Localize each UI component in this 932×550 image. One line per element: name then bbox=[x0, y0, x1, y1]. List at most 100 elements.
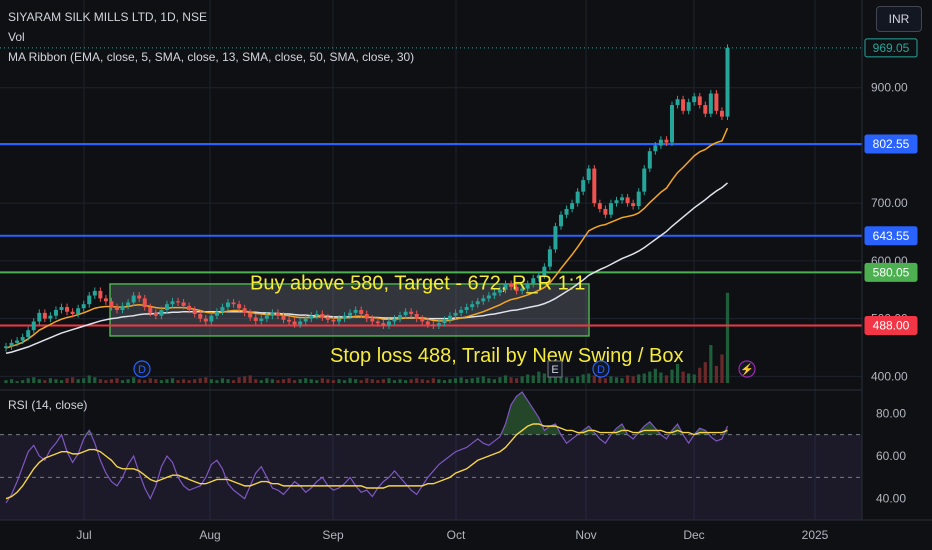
candle bbox=[708, 93, 713, 114]
candle bbox=[331, 319, 336, 322]
candle bbox=[359, 309, 364, 314]
volume-bar bbox=[259, 380, 263, 383]
volume-bar bbox=[98, 379, 102, 383]
candle bbox=[325, 317, 330, 320]
volume-bar bbox=[470, 378, 474, 383]
volume-bar bbox=[137, 379, 141, 383]
candle bbox=[137, 295, 142, 299]
candle bbox=[237, 304, 242, 309]
candle bbox=[275, 312, 280, 316]
volume-bar bbox=[298, 379, 302, 383]
candle bbox=[531, 278, 536, 284]
volume-bar bbox=[503, 375, 508, 383]
volume-bar bbox=[420, 379, 424, 383]
candle bbox=[681, 99, 686, 111]
candle bbox=[503, 283, 508, 290]
candle bbox=[298, 321, 303, 325]
candle bbox=[115, 307, 119, 310]
volume-bar bbox=[448, 379, 452, 383]
candle bbox=[292, 321, 297, 325]
candle bbox=[481, 298, 486, 302]
volume-bar bbox=[531, 375, 535, 383]
currency-button[interactable]: INR bbox=[876, 6, 922, 32]
volume-bar bbox=[398, 379, 402, 383]
candle bbox=[420, 318, 425, 322]
volume-bar bbox=[4, 380, 8, 383]
candle bbox=[270, 312, 275, 316]
event-marker bbox=[133, 360, 151, 378]
volume-bar bbox=[542, 373, 546, 383]
volume-bar bbox=[592, 375, 596, 383]
volume-bar bbox=[498, 377, 502, 383]
volume-bar bbox=[681, 371, 685, 383]
volume-bar bbox=[71, 377, 75, 383]
rsi-tick-label: 80.00 bbox=[876, 406, 906, 420]
candle bbox=[542, 266, 547, 276]
candle bbox=[575, 191, 580, 204]
candle bbox=[425, 321, 430, 325]
candle bbox=[608, 203, 613, 215]
volume-bar bbox=[32, 377, 36, 383]
volume-bar bbox=[281, 379, 286, 383]
candle bbox=[148, 307, 153, 313]
volume-bar bbox=[614, 377, 619, 383]
candle bbox=[131, 295, 136, 303]
volume-bar bbox=[198, 378, 202, 383]
volume-bar bbox=[120, 380, 125, 383]
candle bbox=[581, 180, 586, 192]
candle bbox=[525, 283, 530, 289]
price-label-text: 580.05 bbox=[873, 265, 910, 279]
volume-bar bbox=[487, 378, 491, 383]
volume-bar bbox=[415, 378, 419, 383]
volume-bar bbox=[564, 377, 569, 383]
volume-bar bbox=[276, 380, 280, 383]
volume-bar bbox=[365, 378, 369, 383]
volume-bar bbox=[87, 375, 91, 383]
candle bbox=[486, 295, 491, 299]
candle bbox=[620, 197, 625, 201]
candle bbox=[653, 145, 658, 152]
candle bbox=[375, 321, 380, 324]
volume-bar bbox=[675, 364, 680, 383]
volume-bar bbox=[637, 374, 641, 383]
volume-bar bbox=[609, 376, 613, 383]
candle bbox=[520, 288, 525, 291]
candle bbox=[614, 200, 619, 204]
time-tick-label: Aug bbox=[199, 528, 220, 542]
candle bbox=[181, 302, 186, 306]
candle bbox=[586, 168, 591, 181]
candle bbox=[53, 309, 58, 316]
volume-bar bbox=[293, 380, 297, 383]
volume-bar bbox=[143, 380, 147, 383]
time-tick-label: Oct bbox=[447, 528, 466, 542]
volume-bar bbox=[587, 373, 591, 383]
candle bbox=[303, 318, 308, 322]
volume-bar bbox=[442, 380, 447, 383]
candle bbox=[658, 139, 663, 146]
candle bbox=[103, 298, 108, 302]
candle bbox=[692, 96, 697, 103]
candle bbox=[414, 314, 419, 319]
candle bbox=[20, 337, 25, 341]
volume-bar bbox=[159, 380, 163, 383]
volume-bar bbox=[648, 371, 652, 383]
volume-bar bbox=[687, 373, 691, 383]
candle bbox=[70, 311, 75, 314]
price-tick-label: 400.00 bbox=[871, 369, 908, 383]
candle bbox=[4, 346, 8, 349]
candle bbox=[214, 311, 219, 316]
candle bbox=[392, 318, 397, 322]
candle bbox=[670, 105, 674, 143]
volume-bar bbox=[520, 376, 524, 383]
candle bbox=[570, 203, 575, 209]
candle bbox=[431, 324, 436, 326]
candle bbox=[187, 305, 192, 310]
candle bbox=[192, 309, 197, 314]
volume-bar bbox=[215, 380, 219, 383]
volume-bar bbox=[348, 378, 352, 383]
candle bbox=[592, 168, 597, 204]
annotation-buy: Buy above 580, Target - 672, R_R 1:1 bbox=[250, 272, 585, 294]
candle bbox=[37, 312, 42, 322]
volume-bar bbox=[570, 378, 574, 383]
volume-bar bbox=[132, 377, 136, 383]
